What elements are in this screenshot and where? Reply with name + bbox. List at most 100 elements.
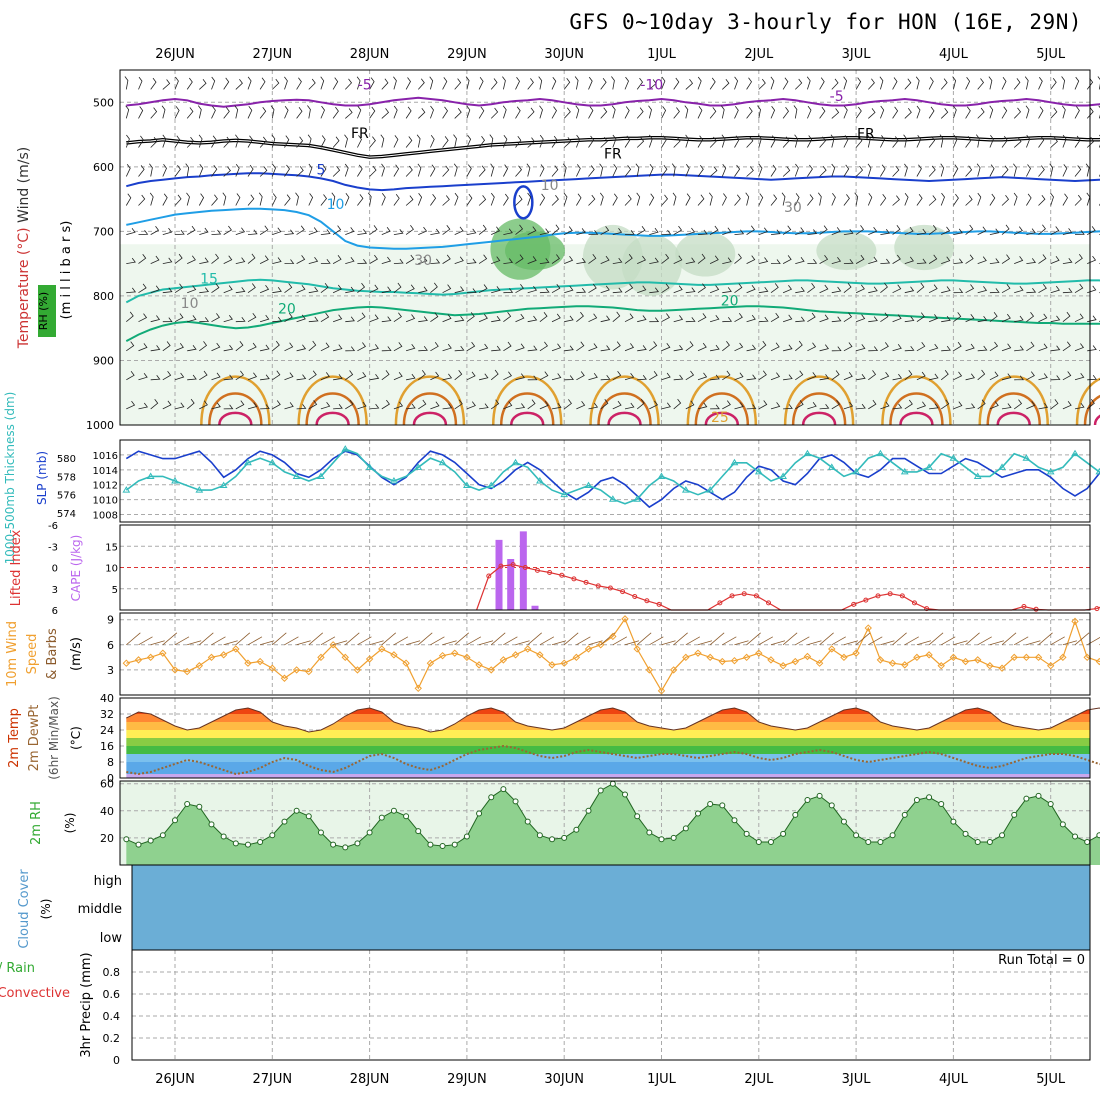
wind-barb <box>855 314 866 323</box>
wind-barb <box>211 253 220 264</box>
wind-barb <box>612 193 618 206</box>
thickness-marker <box>1095 467 1100 475</box>
wind-barb <box>661 313 671 323</box>
wind-barb <box>928 77 934 90</box>
wind-barb-10m <box>636 632 652 646</box>
wind-barb <box>430 164 436 177</box>
wind-speed-marker <box>390 651 398 659</box>
wind-barb <box>284 312 293 323</box>
wind-barb <box>357 105 362 119</box>
isotherm--5 <box>126 96 1100 108</box>
wind-barb <box>126 257 136 264</box>
wind-barb <box>332 314 343 323</box>
surface-temp-contour <box>791 392 847 426</box>
wind-barb <box>296 284 306 294</box>
wind-barb <box>758 400 768 410</box>
wind-barb-10m <box>1014 636 1029 646</box>
wind-barb <box>211 229 222 235</box>
wind-barb <box>344 163 349 177</box>
wind-barb <box>406 403 416 410</box>
date-label-top: 28JUN <box>350 47 390 62</box>
wind-barb <box>709 136 717 148</box>
wind-barb <box>199 79 207 90</box>
wind-barb <box>929 403 939 410</box>
wind-speed-marker <box>524 645 532 653</box>
wind-barb-10m <box>831 636 846 646</box>
wind-barb <box>393 401 404 410</box>
wind-speed-marker <box>888 659 897 667</box>
wind-barb <box>357 372 367 381</box>
wind-barb <box>259 255 269 264</box>
wind-barb <box>734 372 744 381</box>
wind-barb <box>612 341 621 352</box>
surface-temp-contour <box>597 392 652 426</box>
wind-barb <box>649 287 660 294</box>
surface-temp-contour <box>499 392 555 426</box>
wind-barb <box>223 136 231 148</box>
wind-barb <box>576 164 581 177</box>
wind-barb <box>331 192 336 206</box>
wind-barb <box>211 372 221 381</box>
wind-barb <box>503 371 513 381</box>
wind-barb <box>442 136 449 148</box>
wind-barb <box>588 165 595 177</box>
rh-units-label: (%) <box>63 813 77 834</box>
isotherm-20 <box>125 305 1100 342</box>
wind-barb <box>782 106 789 119</box>
wind-barb <box>709 225 719 235</box>
wind-barb <box>1061 105 1066 119</box>
rh-axis-label: 2m RH <box>29 801 44 845</box>
wind-barb <box>187 285 197 294</box>
wind-barb <box>284 283 293 294</box>
wind-barb <box>453 134 457 148</box>
wind-barb <box>635 163 640 177</box>
wind-barb <box>697 135 704 148</box>
wind-barb <box>952 76 957 90</box>
wind-barb <box>380 134 385 148</box>
wind-barb <box>637 285 647 294</box>
wind-barb <box>259 166 268 177</box>
wind-barb <box>1038 135 1045 148</box>
wind-barb <box>333 403 343 410</box>
contour-label: 20 <box>721 294 739 310</box>
thickness-marker <box>487 481 496 489</box>
wind-barb <box>636 77 643 90</box>
wind-barb <box>124 76 129 90</box>
cloud-level-high: high <box>94 874 122 889</box>
wind-barb <box>965 284 975 294</box>
lifted-index-point <box>863 597 869 603</box>
panel-frame-precip <box>131 949 1091 1061</box>
thickness-marker <box>268 458 277 466</box>
rh-point <box>500 786 507 793</box>
wind-barb <box>430 258 441 264</box>
wind-barb-10m <box>272 632 287 646</box>
lifted-index-line <box>476 564 1100 611</box>
cape-axis-label: CAPE (J/kg) <box>69 535 83 602</box>
wind-barb <box>369 314 379 323</box>
wind-barb <box>928 254 938 264</box>
wind-barb <box>1013 399 1023 410</box>
wind-barb <box>332 225 342 235</box>
date-label-top: 1JUL <box>647 47 677 62</box>
wind-barb <box>454 107 462 119</box>
wind-barb <box>843 135 849 148</box>
wind-barb <box>831 227 841 235</box>
wind-barb <box>624 76 629 90</box>
wind-barb <box>405 195 414 206</box>
wind-barb <box>831 316 842 323</box>
wind-barb <box>1062 371 1072 381</box>
wind-barb <box>952 105 957 119</box>
wind-barb <box>903 134 908 148</box>
wind-barb <box>332 77 339 90</box>
wind-barb <box>174 313 184 323</box>
wind-barb-10m <box>941 636 956 646</box>
rh-point <box>597 787 604 794</box>
lifted-index-point <box>583 579 589 585</box>
wind-barb <box>830 134 835 148</box>
wind-barb-10m <box>697 640 713 646</box>
wind-barb <box>405 284 415 294</box>
thickness-marker <box>219 481 228 489</box>
wind-barb <box>223 285 233 294</box>
chart-title: GFS 0~10day 3-hourly for HON (16E, 29N) <box>569 10 1082 34</box>
wind-barb <box>430 135 435 148</box>
